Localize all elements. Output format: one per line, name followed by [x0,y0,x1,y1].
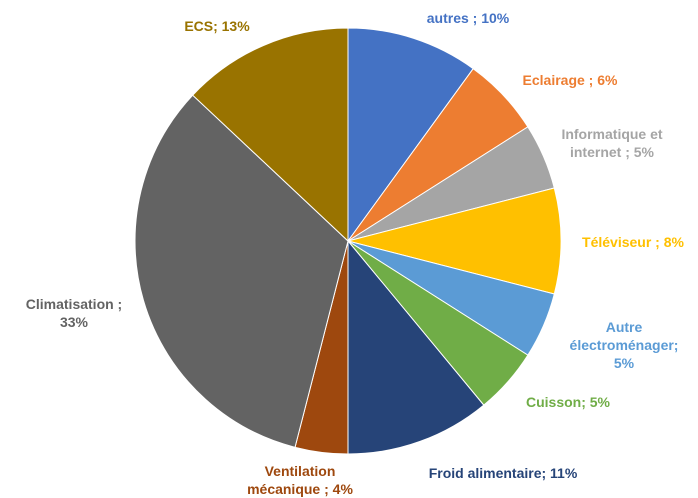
slice-label: Climatisation ; 33% [25,296,123,330]
slice-label: ECS; 13% [184,18,250,34]
slice-label: Autre électroménager; 5% [569,319,679,371]
pie-slice [192,27,349,243]
pie-slice [134,94,349,448]
slice-label: Ventilation mécanique ; 4% [247,463,353,497]
slice-label: Téléviseur ; 8% [582,234,684,250]
pie-slice [347,187,562,295]
slice-label: autres ; 10% [426,10,510,26]
slice-label: Cuisson; 5% [525,394,610,410]
pie-slice [347,27,474,243]
slice-label: Froid alimentaire; 11% [428,465,578,481]
pie-slice [347,239,485,455]
slice-label: Informatique et internet ; 5% [561,126,663,160]
slice-label: Eclairage ; 6% [522,72,618,88]
